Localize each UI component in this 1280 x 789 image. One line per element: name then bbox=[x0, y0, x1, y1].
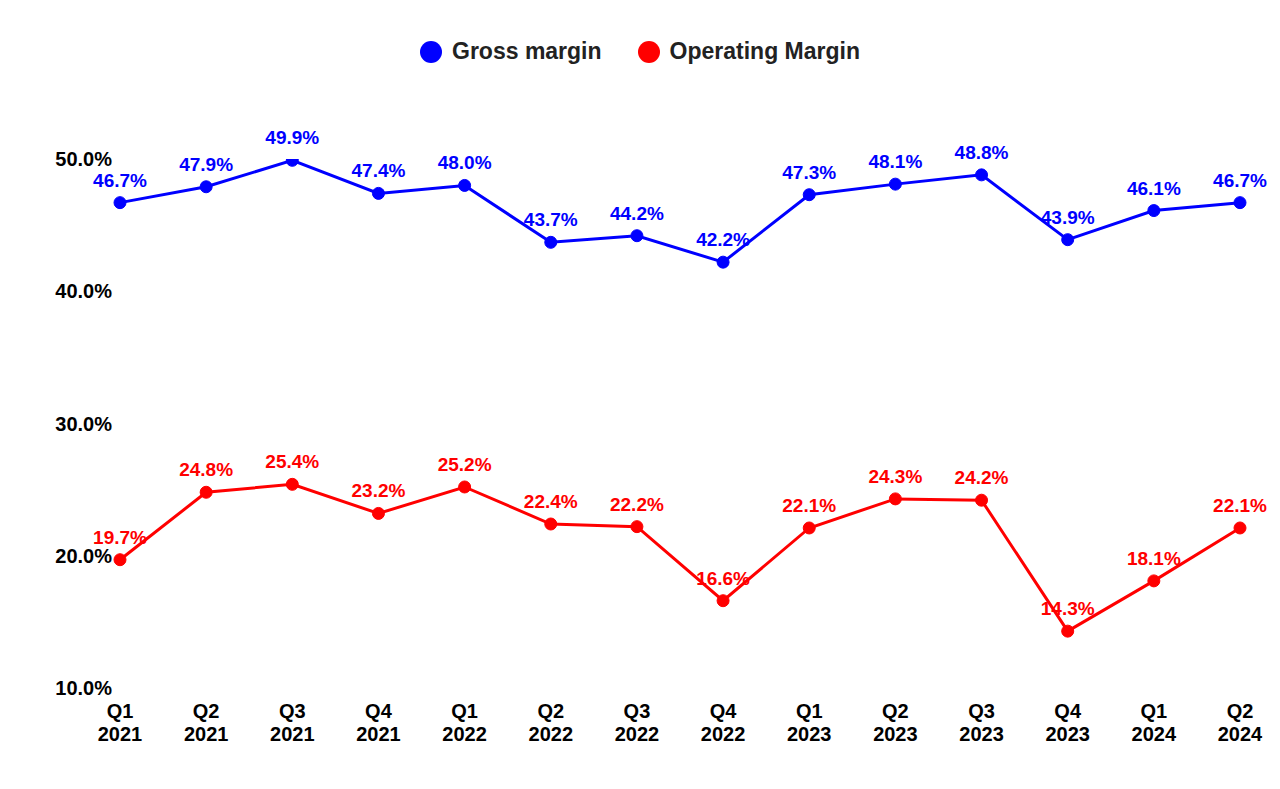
svg-text:46.7%: 46.7% bbox=[1213, 170, 1267, 191]
html-text:Gross margin: Gross margin bbox=[452, 38, 602, 64]
svg-text:19.7%: 19.7% bbox=[93, 527, 147, 548]
svg-text:25.2%: 25.2% bbox=[438, 454, 492, 475]
svg-text:Q32022: Q32022 bbox=[615, 700, 660, 745]
svg-text:16.6%: 16.6% bbox=[696, 568, 750, 589]
svg-text:Q12022: Q12022 bbox=[442, 700, 487, 745]
svg-text:22.1%: 22.1% bbox=[1213, 495, 1267, 516]
svg-text:49.9%: 49.9% bbox=[265, 127, 319, 148]
svg-text:Q42021: Q42021 bbox=[356, 700, 401, 745]
svg-text:Q22021: Q22021 bbox=[184, 700, 229, 745]
svg-text:Q32021: Q32021 bbox=[270, 700, 315, 745]
svg-text:Q12021: Q12021 bbox=[98, 700, 143, 745]
svg-text:46.7%: 46.7% bbox=[93, 170, 147, 191]
svg-text:18.1%: 18.1% bbox=[1127, 548, 1181, 569]
svg-text:24.2%: 24.2% bbox=[955, 467, 1009, 488]
svg-text:Q22023: Q22023 bbox=[873, 700, 918, 745]
svg-text:22.1%: 22.1% bbox=[782, 495, 836, 516]
svg-text:43.7%: 43.7% bbox=[524, 209, 578, 230]
svg-text:42.2%: 42.2% bbox=[696, 229, 750, 250]
svg-text:48.1%: 48.1% bbox=[868, 151, 922, 172]
svg-text:Q12024: Q12024 bbox=[1132, 700, 1177, 745]
svg-text:Q42023: Q42023 bbox=[1045, 700, 1090, 745]
svg-text:Q42022: Q42022 bbox=[701, 700, 746, 745]
svg-text:47.3%: 47.3% bbox=[782, 162, 836, 183]
svg-text:20.0%: 20.0% bbox=[55, 545, 112, 567]
svg-text:Q22022: Q22022 bbox=[529, 700, 574, 745]
svg-text:14.3%: 14.3% bbox=[1041, 598, 1095, 619]
svg-text:47.4%: 47.4% bbox=[352, 160, 406, 181]
svg-text:23.2%: 23.2% bbox=[352, 480, 406, 501]
svg-text:43.9%: 43.9% bbox=[1041, 207, 1095, 228]
svg-text:30.0%: 30.0% bbox=[55, 413, 112, 435]
svg-text:50.0%: 50.0% bbox=[55, 148, 112, 170]
svg-text:47.9%: 47.9% bbox=[179, 154, 233, 175]
svg-text:46.1%: 46.1% bbox=[1127, 178, 1181, 199]
svg-text:24.8%: 24.8% bbox=[179, 459, 233, 480]
svg-text:22.4%: 22.4% bbox=[524, 491, 578, 512]
svg-text:22.2%: 22.2% bbox=[610, 494, 664, 515]
svg-text:25.4%: 25.4% bbox=[265, 451, 319, 472]
html-text:Operating Margin: Operating Margin bbox=[669, 38, 860, 64]
svg-text:Q12023: Q12023 bbox=[787, 700, 832, 745]
svg-text:48.0%: 48.0% bbox=[438, 152, 492, 173]
svg-text:48.8%: 48.8% bbox=[955, 142, 1009, 163]
svg-text:40.0%: 40.0% bbox=[55, 280, 112, 302]
svg-text:24.3%: 24.3% bbox=[868, 466, 922, 487]
svg-text:44.2%: 44.2% bbox=[610, 203, 664, 224]
svg-text:Q22024: Q22024 bbox=[1218, 700, 1263, 745]
svg-text:Q32023: Q32023 bbox=[959, 700, 1004, 745]
svg-text:10.0%: 10.0% bbox=[55, 677, 112, 699]
